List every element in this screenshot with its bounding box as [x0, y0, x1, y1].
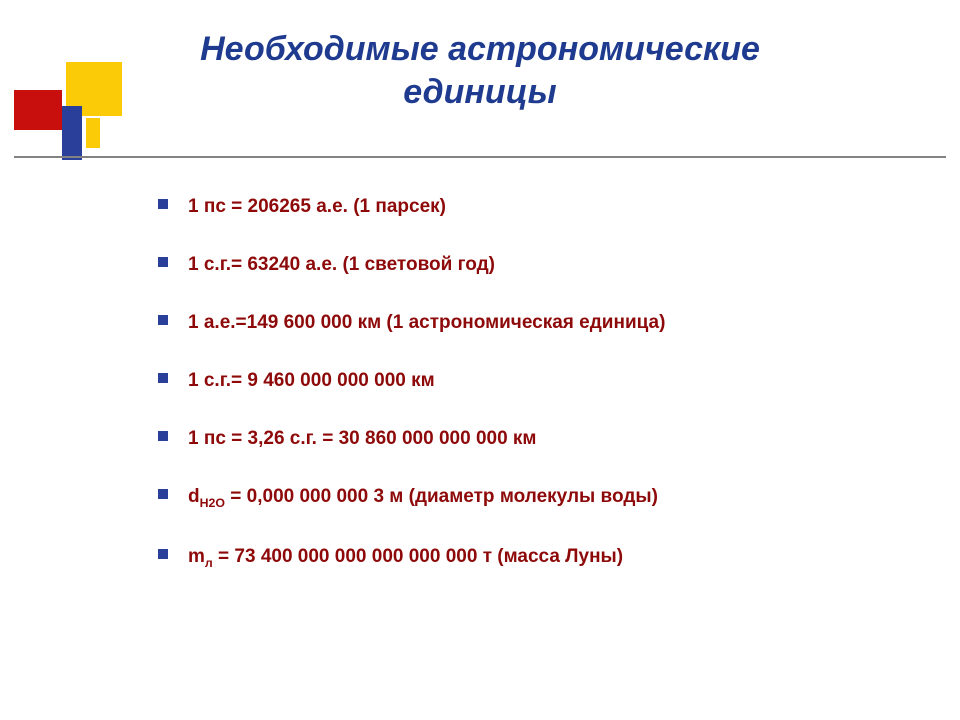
list-item: 1 с.г.= 9 460 000 000 000 км	[158, 370, 920, 392]
title-line-2: единицы	[403, 73, 556, 111]
list-item: mл = 73 400 000 000 000 000 000 т (масса…	[158, 546, 920, 570]
list-item: 1 пс = 3,26 с.г. = 30 860 000 000 000 км	[158, 428, 920, 450]
list-item: 1 а.е.=149 600 000 км (1 астрономическая…	[158, 312, 920, 334]
square-bullet-icon	[158, 315, 168, 325]
list-item-text: 1 пс = 3,26 с.г. = 30 860 000 000 000 км	[188, 428, 537, 450]
list-item: 1 пс = 206265 а.е. (1 парсек)	[158, 196, 920, 218]
decorative-square	[86, 118, 100, 148]
list-item-text: 1 с.г.= 63240 а.е. (1 световой год)	[188, 254, 495, 276]
square-bullet-icon	[158, 199, 168, 209]
list-item-text: mл = 73 400 000 000 000 000 000 т (масса…	[188, 546, 623, 570]
square-bullet-icon	[158, 549, 168, 559]
list-item-text: 1 а.е.=149 600 000 км (1 астрономическая…	[188, 312, 665, 334]
list-item: dH2O = 0,000 000 000 3 м (диаметр молеку…	[158, 486, 920, 510]
decorative-square	[62, 106, 82, 160]
list-item: 1 с.г.= 63240 а.е. (1 световой год)	[158, 254, 920, 276]
list-item-text: 1 с.г.= 9 460 000 000 000 км	[188, 370, 435, 392]
units-list: 1 пс = 206265 а.е. (1 парсек) 1 с.г.= 632…	[158, 196, 920, 606]
title-line-1: Необходимые астрономические	[200, 30, 760, 68]
list-item-text: 1 пс = 206265 а.е. (1 парсек)	[188, 196, 446, 218]
square-bullet-icon	[158, 257, 168, 267]
square-bullet-icon	[158, 373, 168, 383]
square-bullet-icon	[158, 431, 168, 441]
list-item-text: dH2O = 0,000 000 000 3 м (диаметр молеку…	[188, 486, 658, 510]
square-bullet-icon	[158, 489, 168, 499]
horizontal-rule	[14, 156, 946, 158]
slide-title: Необходимые астрономические единицы	[0, 28, 960, 113]
